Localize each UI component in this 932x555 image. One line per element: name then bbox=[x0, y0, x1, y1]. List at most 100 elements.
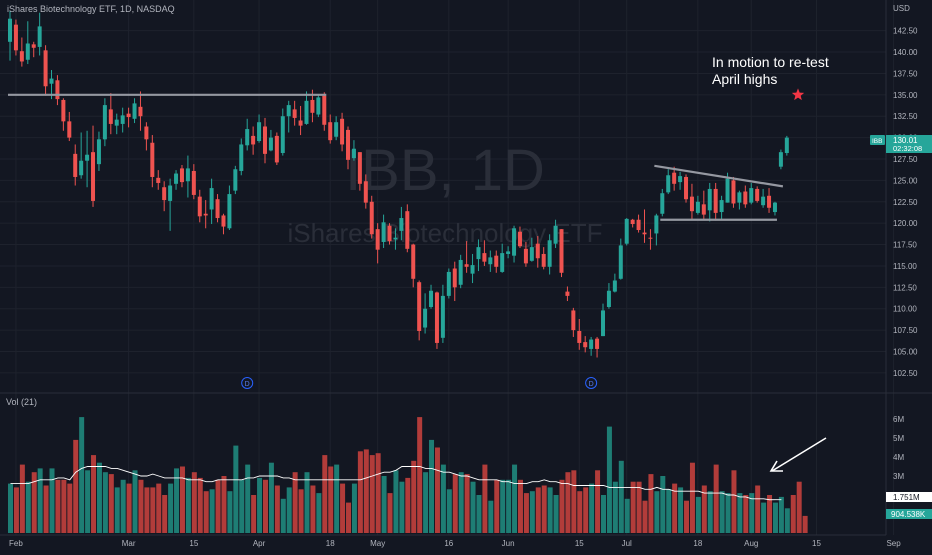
candle bbox=[618, 238, 623, 280]
candle-body bbox=[731, 180, 736, 204]
candle bbox=[126, 107, 131, 128]
time-tick-label: Feb bbox=[9, 539, 23, 548]
volume-bar bbox=[399, 481, 405, 533]
volume-bar bbox=[144, 487, 150, 533]
volume-bar bbox=[589, 483, 595, 533]
volume-bar bbox=[393, 470, 399, 533]
candle bbox=[43, 45, 48, 96]
resistance-trendline[interactable] bbox=[654, 164, 784, 188]
candle-body bbox=[108, 109, 113, 124]
candle-body bbox=[595, 338, 600, 349]
volume-bar bbox=[340, 483, 346, 533]
event-marker-1[interactable]: D bbox=[241, 377, 254, 389]
candle-body bbox=[8, 18, 12, 42]
candle bbox=[191, 164, 196, 200]
candle bbox=[138, 91, 143, 131]
volume-bar bbox=[595, 470, 601, 533]
candle-body bbox=[43, 50, 48, 87]
candle bbox=[577, 318, 582, 350]
volume-bar bbox=[328, 466, 334, 533]
event-marker-2[interactable]: D bbox=[585, 377, 598, 389]
candle bbox=[458, 254, 463, 289]
candle-body bbox=[102, 105, 107, 140]
volume-bar bbox=[162, 495, 168, 533]
volume-bar bbox=[535, 487, 541, 533]
volume-bar bbox=[286, 487, 292, 533]
candle-body bbox=[630, 219, 635, 225]
volume-bar bbox=[73, 439, 79, 533]
arrow-icon[interactable] bbox=[769, 437, 827, 472]
time-axis[interactable]: 18FebMar15Apr18May16Jun15Jul18Aug15Sep bbox=[0, 534, 901, 548]
volume-bar bbox=[126, 483, 132, 533]
candle bbox=[197, 189, 202, 223]
price-tick-label: 102.50 bbox=[893, 369, 918, 378]
candle-body bbox=[494, 255, 499, 267]
volume-bar bbox=[381, 476, 387, 533]
candle bbox=[731, 176, 736, 208]
volume-tick-label: 5M bbox=[893, 434, 904, 443]
candle-body bbox=[695, 201, 700, 213]
candle-body bbox=[583, 342, 588, 348]
volume-bar bbox=[417, 417, 423, 533]
candle bbox=[37, 12, 42, 56]
candle bbox=[67, 111, 72, 142]
volume-bar bbox=[767, 495, 773, 533]
candle bbox=[120, 107, 125, 133]
candle bbox=[595, 336, 600, 358]
volume-bar bbox=[725, 493, 731, 533]
star-icon[interactable] bbox=[791, 88, 805, 101]
volume-bar bbox=[749, 493, 755, 533]
volume-bar bbox=[191, 472, 197, 533]
price-tick-label: 107.50 bbox=[893, 326, 918, 335]
price-tick-label: 122.50 bbox=[893, 198, 918, 207]
candle-body bbox=[55, 80, 60, 100]
volume-bar bbox=[500, 479, 506, 533]
time-tick-label: 16 bbox=[444, 539, 453, 548]
candle-body bbox=[547, 240, 552, 267]
candle bbox=[772, 201, 777, 216]
candle-body bbox=[618, 245, 623, 279]
candle-body bbox=[310, 99, 315, 113]
candle bbox=[55, 75, 60, 106]
candle bbox=[340, 112, 345, 152]
candle bbox=[387, 223, 392, 245]
candle-body bbox=[340, 118, 345, 145]
candle bbox=[678, 171, 683, 190]
volume-bar bbox=[411, 460, 417, 533]
candle-body bbox=[73, 153, 78, 177]
candle-body bbox=[725, 178, 730, 203]
volume-bar bbox=[784, 508, 790, 533]
candle-body bbox=[429, 290, 434, 308]
volume-bar bbox=[102, 472, 108, 533]
candle-body bbox=[417, 282, 422, 331]
candle-body bbox=[589, 339, 594, 349]
candle-body bbox=[91, 152, 96, 201]
volume-bar bbox=[215, 479, 221, 533]
volume-bar bbox=[375, 453, 381, 533]
candle bbox=[547, 234, 552, 275]
candle-body bbox=[743, 191, 748, 205]
volume-bar bbox=[482, 464, 488, 533]
volume-bar bbox=[298, 489, 304, 533]
time-tick-label: 15 bbox=[812, 539, 821, 548]
candle bbox=[417, 280, 422, 341]
candle bbox=[31, 41, 36, 58]
candle bbox=[642, 209, 647, 243]
candle bbox=[601, 303, 605, 337]
candle-body bbox=[612, 280, 617, 292]
volume-bar bbox=[209, 489, 215, 533]
candle-body bbox=[666, 175, 671, 193]
volume-bar bbox=[772, 502, 778, 533]
volume-bar bbox=[452, 474, 458, 533]
candle bbox=[440, 284, 445, 343]
price-scale[interactable]: USD 142.50140.00137.50135.00132.50130.00… bbox=[885, 0, 918, 535]
volume-bar bbox=[672, 483, 678, 533]
candle-body bbox=[506, 251, 511, 254]
candle-body bbox=[286, 105, 291, 117]
volume-bar bbox=[292, 472, 298, 533]
drawing-lines bbox=[8, 93, 784, 221]
volume-bar bbox=[85, 470, 91, 533]
candle-body bbox=[749, 188, 754, 203]
